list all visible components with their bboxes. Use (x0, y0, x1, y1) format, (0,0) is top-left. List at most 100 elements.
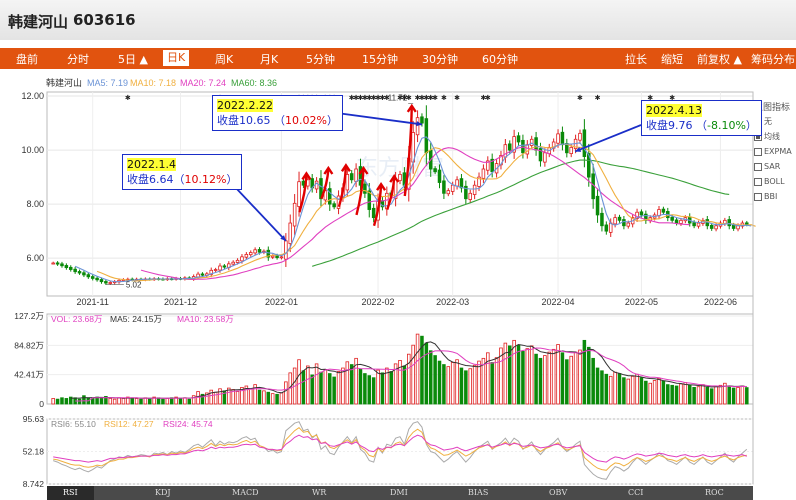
volume-bar (692, 386, 696, 405)
volume-bar (240, 386, 244, 405)
volume-bar (635, 373, 639, 405)
candle-body (73, 268, 77, 273)
tab-dmi[interactable]: DMI (390, 488, 408, 497)
adjust-select[interactable]: 前复权 ▲ (697, 53, 742, 66)
checkbox-icon[interactable] (754, 192, 762, 201)
red-trend-arrow (298, 174, 308, 213)
price-tick-label: 10.00 (21, 145, 44, 155)
candle-body (529, 138, 534, 146)
candle-body (398, 174, 402, 182)
volume-bar (121, 398, 126, 405)
tab-monthly-k[interactable]: 月K (260, 53, 279, 66)
event-marker-icon: ✱ (485, 94, 491, 102)
tab-5day[interactable]: 5日 ▲ (118, 53, 148, 66)
volume-bar (652, 380, 657, 405)
volume-bar (551, 348, 556, 405)
candle-body (512, 136, 516, 153)
rsi-line-rsi24 (53, 434, 747, 463)
tab-wr[interactable]: WR (312, 488, 327, 497)
indicator-bbi[interactable]: BBI (754, 189, 796, 204)
candle-body (231, 261, 235, 265)
tab-30min[interactable]: 30分钟 (422, 53, 458, 66)
volume-bar (244, 385, 249, 405)
chip-dist-button[interactable]: 筹码分布 (751, 53, 795, 66)
candle-body (288, 222, 293, 244)
red-arrow-head-icon (323, 165, 334, 175)
volume-bar (253, 384, 257, 405)
volume-bar (591, 357, 595, 405)
candle-body (679, 219, 683, 224)
event-marker-icon: ✱ (353, 94, 359, 102)
indicator-panel: 主图指标 无 均线 EXPMA SAR BOLL BBI (754, 99, 796, 204)
volume-bar (630, 375, 635, 405)
tab-60min[interactable]: 60分钟 (482, 53, 518, 66)
tab-15min[interactable]: 15分钟 (362, 53, 398, 66)
candle-body (424, 118, 429, 154)
stretch-button[interactable]: 拉长 (625, 53, 647, 66)
indicator-sar[interactable]: SAR (754, 159, 796, 174)
volume-bar (227, 387, 231, 405)
tab-obv[interactable]: OBV (549, 488, 568, 497)
volume-bar (657, 378, 661, 405)
checkbox-icon[interactable] (754, 162, 762, 171)
red-arrow-head-icon (389, 173, 400, 183)
volume-bar (262, 390, 266, 405)
volume-bar (161, 398, 165, 405)
volume-bar (117, 397, 121, 405)
candle-body (472, 184, 477, 195)
checkbox-icon[interactable] (754, 177, 762, 186)
rsi-tick-label: 8.742 (23, 479, 45, 489)
legend-volume: VOL: 23.68万 (51, 314, 103, 324)
tab-bias[interactable]: BIAS (468, 488, 489, 497)
tab-weekly-k[interactable]: 周K (215, 53, 234, 66)
red-arrow-head-icon (340, 163, 351, 172)
ma60-line (312, 159, 730, 267)
volume-bar (578, 349, 582, 405)
candle-body (266, 249, 271, 258)
candle-body (674, 219, 679, 224)
candle-body (525, 144, 530, 155)
volume-bar (433, 355, 437, 405)
candle-body (257, 249, 262, 253)
candle-body (86, 274, 91, 278)
volume-bar (393, 363, 398, 405)
candle-body (477, 176, 481, 187)
tab-kdj[interactable]: KDJ (155, 488, 171, 497)
tab-macd[interactable]: MACD (232, 488, 259, 497)
tab-daily-k[interactable]: 日K (163, 50, 190, 66)
candle-body (319, 178, 323, 200)
volume-bar (521, 351, 525, 405)
tab-5min[interactable]: 5分钟 (306, 53, 335, 66)
event-marker-icon: ✱ (371, 94, 377, 102)
indicator-boll[interactable]: BOLL (754, 174, 796, 189)
event-marker-icon: ✱ (480, 94, 486, 102)
annotation-arrow-jan4-head-icon (280, 235, 286, 241)
shrink-button[interactable]: 缩短 (661, 53, 683, 66)
tab-cci[interactable]: CCI (628, 488, 644, 497)
indicator-expma[interactable]: EXPMA (754, 144, 796, 159)
tab-pre-market[interactable]: 盘前 (16, 53, 38, 66)
volume-bar (534, 353, 538, 405)
tab-intraday[interactable]: 分时 (67, 53, 89, 66)
volume-bar (402, 365, 407, 405)
indicator-tabs: RSI KDJ MACD WR DMI BIAS OBV CCI ROC (47, 486, 753, 500)
volume-bar (139, 398, 143, 405)
candle-body (464, 185, 468, 200)
volume-bar (512, 339, 516, 405)
event-marker-icon: ✱ (441, 94, 447, 102)
volume-bar (415, 333, 420, 405)
date-tick-label: 2022-04 (542, 297, 575, 307)
volume-bar (639, 377, 644, 405)
volume-bar (428, 350, 433, 405)
volume-bar (455, 359, 459, 405)
volume-bar (727, 385, 732, 405)
volume-bar (174, 396, 178, 405)
checkbox-icon[interactable] (754, 147, 762, 156)
volume-bar (205, 392, 209, 405)
tab-rsi[interactable]: RSI (47, 486, 94, 500)
candle-body (297, 181, 301, 207)
volume-bar (437, 360, 442, 405)
tab-roc[interactable]: ROC (705, 488, 724, 497)
event-marker-icon: ✱ (669, 94, 675, 102)
volume-bar (705, 386, 710, 405)
